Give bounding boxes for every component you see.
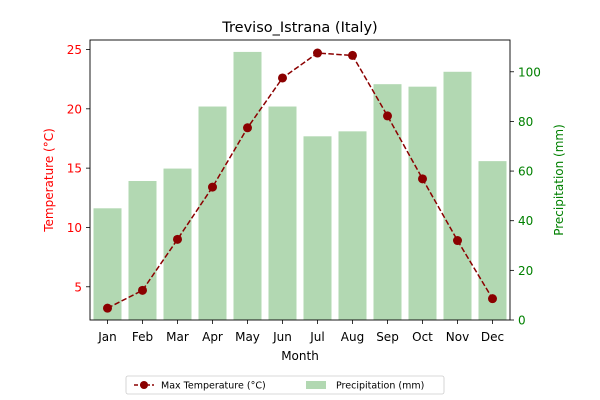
y-axis-right-label: Precipitation (mm): [552, 124, 566, 236]
y-left-tick-label: 10: [67, 221, 82, 235]
temperature-line-path: [107, 52, 494, 309]
precip-bar-feb: [128, 180, 157, 320]
y-left-tick-label: 15: [67, 162, 82, 176]
x-tick-label: May: [235, 330, 260, 344]
x-tick-label: Feb: [132, 330, 153, 344]
legend-label-precipitation: Precipitation (mm): [336, 381, 424, 392]
y-right-tick-label: 80: [518, 115, 533, 129]
legend-marker-swatch: [140, 381, 148, 389]
precip-bar-aug: [338, 131, 367, 320]
precip-bar-jan: [93, 208, 122, 320]
temp-point-feb: [138, 285, 147, 295]
precip-bar-oct: [408, 86, 437, 321]
x-tick-label: Sep: [376, 330, 399, 344]
legend-box: [125, 375, 445, 395]
temperature-line: [103, 48, 497, 313]
precip-bar-apr: [198, 106, 227, 320]
temp-point-apr: [208, 182, 217, 192]
y-left-tick-label: 5: [74, 280, 82, 294]
x-tick-label: Nov: [446, 330, 469, 344]
temp-point-nov: [453, 236, 462, 246]
temp-point-jan: [103, 303, 112, 313]
y-right-tick-label: 20: [518, 264, 533, 278]
x-tick-label: Dec: [481, 330, 504, 344]
y-right-tick-label: 0: [518, 314, 526, 328]
x-tick-label: Aug: [341, 330, 364, 344]
x-tick-label: Jul: [309, 330, 324, 344]
legend-bar-swatch: [306, 381, 326, 389]
temp-point-jul: [313, 48, 322, 58]
temp-point-sep: [383, 111, 392, 121]
precip-bar-may: [233, 51, 262, 321]
y-left-tick-label: 20: [67, 102, 82, 116]
temp-point-dec: [488, 294, 497, 304]
x-tick-label: Mar: [166, 330, 189, 344]
y-right-tick-label: 60: [518, 165, 533, 179]
x-tick-label: Jan: [97, 330, 117, 344]
precip-bar-jul: [303, 136, 332, 320]
y-axis-left: 5 10 15 20 25: [67, 43, 90, 294]
precip-bar-dec: [478, 161, 507, 320]
chart-title: Treviso_Istrana (Italy): [221, 20, 377, 36]
y-axis-left-label: Temperature (°C): [42, 128, 56, 233]
temp-point-may: [243, 123, 252, 133]
legend-label-temperature: Max Temperature (°C): [161, 381, 266, 392]
plot-border: [89, 39, 511, 321]
x-tick-label: Oct: [412, 330, 433, 344]
temp-point-jun: [278, 73, 287, 83]
x-tick-label: Jun: [272, 330, 292, 344]
y-right-tick-label: 40: [518, 214, 533, 228]
legend: Max Temperature (°C) Precipitation (mm): [125, 375, 445, 395]
x-axis-label: Month: [281, 349, 319, 363]
precip-bar-sep: [373, 84, 402, 321]
temp-point-oct: [418, 174, 427, 184]
temp-point-mar: [173, 234, 182, 244]
precipitation-bars: [93, 51, 507, 321]
precip-bar-jun: [268, 106, 297, 320]
precip-bar-nov: [443, 71, 472, 321]
plot-frame: [89, 39, 511, 321]
temp-point-aug: [348, 50, 357, 60]
y-right-tick-label: 100: [518, 65, 541, 79]
y-left-tick-label: 25: [67, 43, 82, 57]
y-axis-right: 0 20 40 60 80 100: [510, 65, 541, 328]
precip-bar-mar: [163, 168, 192, 320]
x-tick-label: Apr: [202, 330, 223, 344]
x-axis: Jan Feb Mar Apr May Jun Jul Aug Sep Oct Nov Dec: [97, 320, 504, 344]
